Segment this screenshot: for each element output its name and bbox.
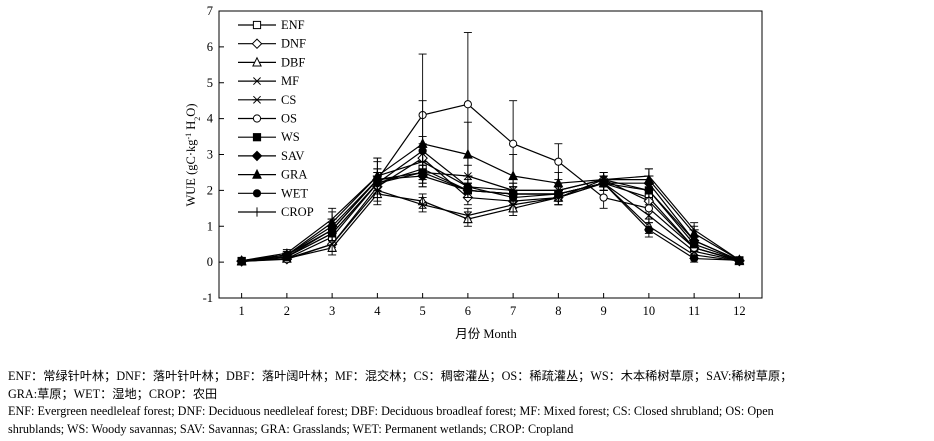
legend-label: CS — [281, 93, 296, 107]
data-point — [690, 254, 699, 263]
data-point — [463, 182, 473, 192]
legend-marker — [251, 38, 263, 50]
y-tick-label: 6 — [207, 40, 213, 54]
y-axis-label: WUE (gC·kg-1 H2O) — [184, 103, 202, 206]
legend-label: OS — [281, 112, 297, 126]
legend-item-os: OS — [238, 112, 297, 126]
series-line-crop — [241, 161, 740, 262]
legend-label: GRA — [281, 168, 307, 182]
series-layer — [236, 32, 745, 267]
series-line-os — [241, 103, 740, 262]
legend-label: DBF — [281, 55, 305, 69]
caption-line: shrublands; WS: Woody savannas; SAV: Sav… — [8, 421, 574, 436]
x-tick-label: 12 — [733, 304, 746, 318]
data-point — [282, 248, 292, 258]
x-tick-label: 10 — [643, 304, 656, 318]
data-point — [509, 139, 518, 148]
x-tick-label: 9 — [601, 304, 607, 318]
y-tick-label: 0 — [207, 255, 213, 269]
caption-line: ENF：常绿针叶林；DNF：落叶针叶林；DBF：落叶阔叶林；MF：混交林；CS：… — [8, 369, 793, 383]
data-point — [418, 200, 427, 209]
data-point — [463, 100, 472, 109]
x-tick-label: 8 — [555, 304, 561, 318]
legend-marker — [252, 168, 262, 179]
y-tick-label: 2 — [207, 183, 213, 197]
data-point — [599, 193, 608, 202]
data-point — [689, 225, 699, 235]
y-tick-label: 5 — [207, 76, 213, 90]
x-tick-label: 1 — [239, 304, 245, 318]
data-point — [599, 175, 609, 185]
y-tick-label: 3 — [207, 148, 213, 162]
legend: ENF DNF DBF MF CS OS WS SAV GRA WET CROP — [238, 18, 314, 219]
data-point — [372, 171, 382, 181]
y-tick-label: 7 — [207, 4, 213, 18]
legend-marker — [252, 207, 262, 217]
legend-item-ws: WS — [238, 130, 300, 144]
caption-line: GRA:草原；WET：湿地；CROP：农田 — [8, 386, 218, 401]
x-tick-label: 2 — [284, 304, 290, 318]
legend-label: CROP — [281, 205, 314, 219]
legend-marker — [252, 95, 262, 104]
series-line-gra — [241, 143, 740, 262]
data-point — [734, 255, 744, 265]
legend-label: MF — [281, 74, 299, 88]
legend-label: WS — [281, 130, 300, 144]
data-point — [644, 171, 654, 181]
data-point — [644, 225, 653, 234]
legend-item-sav: SAV — [238, 149, 304, 163]
data-point — [328, 229, 337, 238]
legend-label: ENF — [281, 18, 305, 32]
legend-marker — [253, 77, 261, 86]
data-point — [644, 204, 653, 213]
data-point — [328, 240, 337, 249]
data-point — [553, 185, 563, 195]
x-tick-label: 3 — [329, 304, 335, 318]
legend-marker — [252, 20, 262, 30]
caption-line: ENF: Evergreen needleleaf forest; DNF: D… — [8, 404, 774, 418]
data-point — [418, 157, 428, 167]
data-point — [508, 170, 519, 181]
x-tick-label: 11 — [688, 304, 700, 318]
series-line-mf — [241, 182, 740, 263]
legend-item-cs: CS — [238, 93, 296, 107]
y-tick-label: -1 — [203, 291, 213, 305]
legend-marker — [252, 133, 262, 142]
legend-item-enf: ENF — [238, 18, 305, 32]
y-tick-label: 4 — [207, 112, 214, 126]
data-point — [327, 214, 337, 224]
series-line-wet — [241, 150, 740, 262]
x-tick-label: 6 — [465, 304, 471, 318]
data-point — [508, 185, 518, 195]
legend-item-gra: GRA — [238, 168, 307, 182]
x-axis-label: 月份 Month — [455, 327, 517, 341]
legend-item-wet: WET — [238, 186, 308, 200]
legend-marker — [252, 56, 262, 67]
x-tick-label: 7 — [510, 304, 516, 318]
series-crop — [237, 143, 744, 266]
wue-chart: -1 0 1 2 3 4 5 6 7 1 2 3 4 5 6 7 8 9 10 11 12 ENF DNF DBF MF CS O… — [184, 4, 763, 341]
data-point — [237, 256, 247, 266]
legend-label: SAV — [281, 149, 304, 163]
data-point — [462, 148, 473, 159]
legend-marker — [252, 189, 262, 198]
data-point — [554, 157, 563, 166]
x-tick-label: 5 — [420, 304, 426, 318]
legend-item-dbf: DBF — [238, 55, 305, 69]
x-tick-label: 4 — [374, 304, 381, 318]
legend-item-mf: MF — [238, 74, 299, 88]
legend-marker — [251, 150, 263, 162]
legend-label: WET — [281, 186, 308, 200]
data-point — [463, 211, 472, 220]
y-tick-label: 1 — [207, 219, 213, 233]
legend-item-dnf: DNF — [238, 37, 306, 51]
legend-item-crop: CROP — [238, 205, 314, 219]
series-line-dbf — [241, 182, 740, 263]
legend-marker — [252, 114, 262, 123]
figure-caption: ENF：常绿针叶林；DNF：落叶针叶林；DBF：落叶阔叶林；MF：混交林；CS：… — [8, 368, 928, 438]
legend-label: DNF — [281, 37, 306, 51]
